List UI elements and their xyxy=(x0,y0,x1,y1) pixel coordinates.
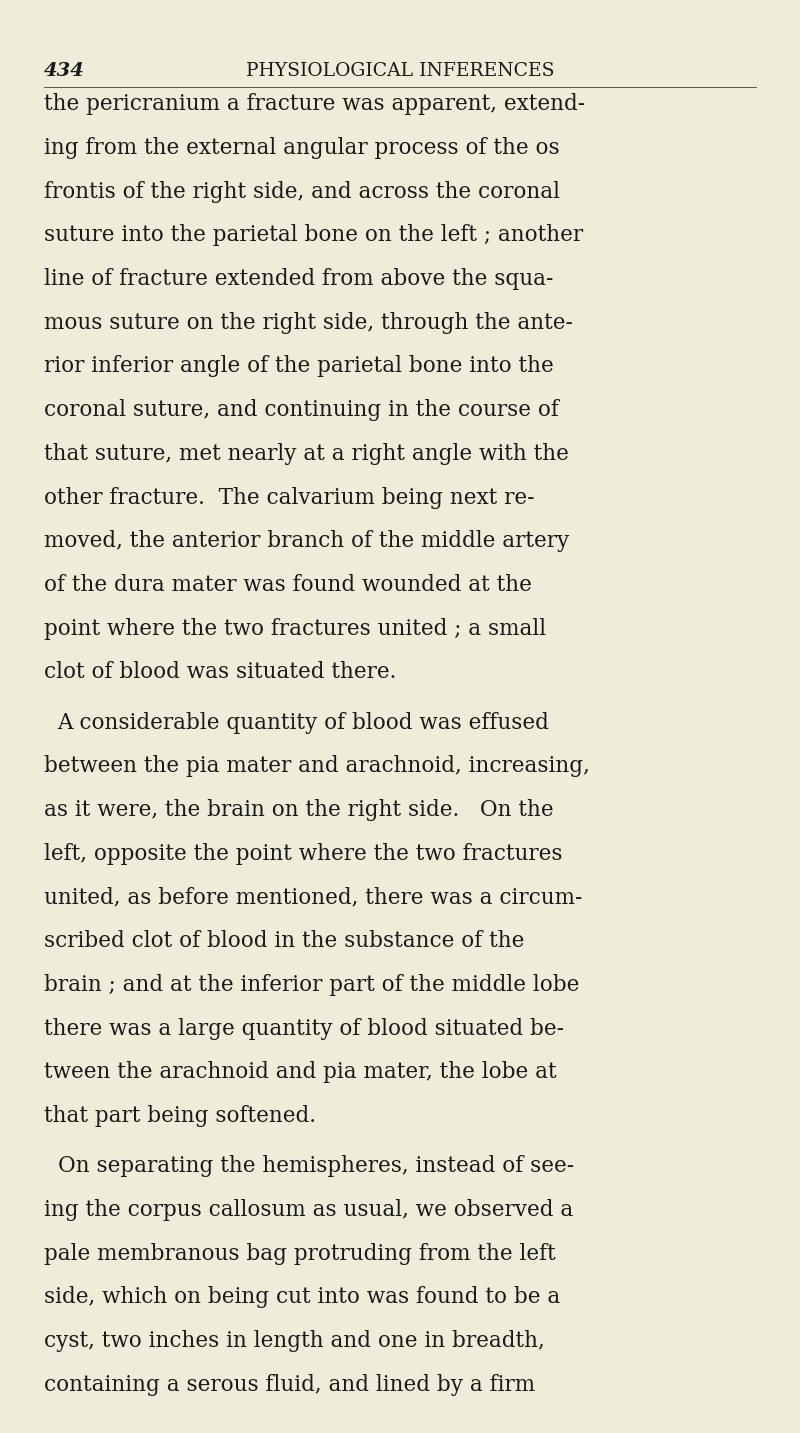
Text: ing the corpus callosum as usual, we observed a: ing the corpus callosum as usual, we obs… xyxy=(44,1199,574,1221)
Text: ing from the external angular process of the os: ing from the external angular process of… xyxy=(44,138,560,159)
Text: mous suture on the right side, through the ante-: mous suture on the right side, through t… xyxy=(44,311,573,334)
Text: tween the arachnoid and pia mater, the lobe at: tween the arachnoid and pia mater, the l… xyxy=(44,1062,557,1083)
Text: as it were, the brain on the right side.   On the: as it were, the brain on the right side.… xyxy=(44,800,554,821)
Text: there was a large quantity of blood situated be-: there was a large quantity of blood situ… xyxy=(44,1017,564,1039)
Text: A considerable quantity of blood was effused: A considerable quantity of blood was eff… xyxy=(58,712,550,734)
Text: between the pia mater and arachnoid, increasing,: between the pia mater and arachnoid, inc… xyxy=(44,755,590,777)
Text: point where the two fractures united ; a small: point where the two fractures united ; a… xyxy=(44,618,546,639)
Text: frontis of the right side, and across the coronal: frontis of the right side, and across th… xyxy=(44,181,560,202)
Text: scribed clot of blood in the substance of the: scribed clot of blood in the substance o… xyxy=(44,930,524,952)
Text: rior inferior angle of the parietal bone into the: rior inferior angle of the parietal bone… xyxy=(44,355,554,377)
Text: line of fracture extended from above the squa-: line of fracture extended from above the… xyxy=(44,268,554,289)
Text: cyst, two inches in length and one in breadth,: cyst, two inches in length and one in br… xyxy=(44,1330,545,1353)
Text: PHYSIOLOGICAL INFERENCES: PHYSIOLOGICAL INFERENCES xyxy=(246,62,554,80)
Text: side, which on being cut into was found to be a: side, which on being cut into was found … xyxy=(44,1287,560,1308)
Text: the pericranium a fracture was apparent, extend-: the pericranium a fracture was apparent,… xyxy=(44,93,585,115)
Text: brain ; and at the inferior part of the middle lobe: brain ; and at the inferior part of the … xyxy=(44,974,579,996)
Text: suture into the parietal bone on the left ; another: suture into the parietal bone on the lef… xyxy=(44,224,583,246)
Text: left, opposite the point where the two fractures: left, opposite the point where the two f… xyxy=(44,843,562,864)
Text: that suture, met nearly at a right angle with the: that suture, met nearly at a right angle… xyxy=(44,443,569,464)
Text: of the dura mater was found wounded at the: of the dura mater was found wounded at t… xyxy=(44,573,532,596)
Text: coronal suture, and continuing in the course of: coronal suture, and continuing in the co… xyxy=(44,398,559,421)
Text: containing a serous fluid, and lined by a firm: containing a serous fluid, and lined by … xyxy=(44,1374,535,1396)
Text: other fracture.  The calvarium being next re-: other fracture. The calvarium being next… xyxy=(44,486,534,509)
Text: pale membranous bag protruding from the left: pale membranous bag protruding from the … xyxy=(44,1242,556,1265)
Text: united, as before mentioned, there was a circum-: united, as before mentioned, there was a… xyxy=(44,887,582,909)
Text: 434: 434 xyxy=(44,62,85,80)
Text: On separating the hemispheres, instead of see-: On separating the hemispheres, instead o… xyxy=(58,1155,574,1178)
Text: that part being softened.: that part being softened. xyxy=(44,1105,316,1126)
Text: moved, the anterior branch of the middle artery: moved, the anterior branch of the middle… xyxy=(44,530,570,552)
Text: clot of blood was situated there.: clot of blood was situated there. xyxy=(44,661,396,684)
